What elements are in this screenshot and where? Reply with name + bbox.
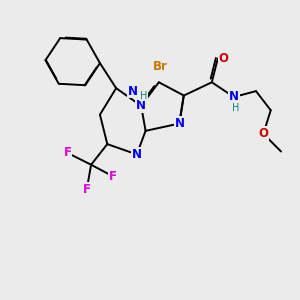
Text: Br: Br — [153, 60, 168, 73]
Text: N: N — [128, 85, 138, 98]
Text: O: O — [258, 127, 268, 140]
Text: F: F — [109, 170, 117, 183]
Text: N: N — [136, 99, 146, 112]
Text: H: H — [232, 103, 239, 113]
Text: H: H — [140, 91, 147, 100]
Text: N: N — [229, 91, 239, 103]
Text: O: O — [219, 52, 229, 65]
Text: N: N — [132, 148, 142, 161]
Text: N: N — [174, 117, 184, 130]
Text: F: F — [83, 183, 91, 196]
Text: F: F — [64, 146, 72, 159]
